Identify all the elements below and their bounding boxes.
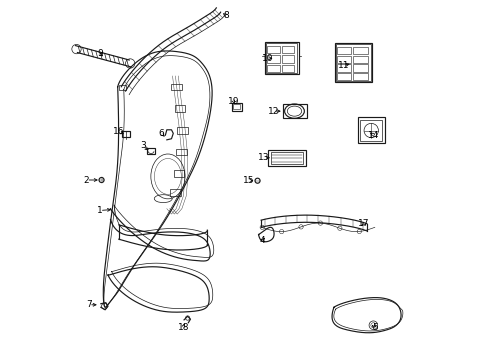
- Bar: [336, 44, 371, 81]
- Bar: [353, 56, 368, 63]
- Text: 8: 8: [223, 11, 229, 20]
- Bar: [175, 105, 186, 112]
- Text: 2: 2: [84, 176, 89, 185]
- Bar: [267, 64, 279, 72]
- Bar: [358, 117, 385, 143]
- Bar: [283, 104, 307, 118]
- Text: 5: 5: [372, 323, 378, 332]
- Text: 7: 7: [86, 300, 92, 309]
- Text: 11: 11: [338, 61, 349, 70]
- Text: 4: 4: [259, 237, 265, 246]
- Text: 19: 19: [228, 96, 239, 105]
- Bar: [282, 46, 294, 53]
- Text: 6: 6: [159, 129, 164, 138]
- Bar: [122, 131, 130, 137]
- Text: 3: 3: [140, 141, 146, 150]
- Bar: [282, 55, 294, 63]
- Bar: [147, 148, 155, 154]
- Bar: [232, 103, 242, 111]
- Text: 10: 10: [262, 54, 273, 63]
- Text: 13: 13: [258, 153, 270, 162]
- Bar: [282, 64, 294, 72]
- Bar: [173, 170, 184, 177]
- Text: 1: 1: [97, 206, 102, 215]
- Bar: [269, 149, 306, 166]
- Bar: [353, 73, 368, 80]
- Bar: [170, 189, 181, 196]
- Bar: [177, 127, 188, 134]
- Bar: [271, 152, 303, 164]
- Bar: [361, 120, 382, 141]
- Bar: [337, 56, 351, 63]
- Bar: [265, 42, 299, 74]
- Text: 9: 9: [97, 49, 102, 58]
- Bar: [353, 64, 368, 72]
- Bar: [171, 84, 182, 90]
- Text: 17: 17: [358, 219, 370, 228]
- Text: 15: 15: [243, 176, 254, 185]
- Bar: [233, 104, 240, 109]
- Bar: [337, 64, 351, 72]
- Bar: [337, 47, 351, 54]
- Bar: [119, 85, 126, 90]
- Text: 12: 12: [268, 107, 279, 116]
- Bar: [266, 43, 297, 73]
- Text: 16: 16: [113, 127, 124, 136]
- Bar: [335, 43, 372, 82]
- Text: 18: 18: [177, 323, 189, 332]
- Bar: [337, 73, 351, 80]
- Bar: [267, 55, 279, 63]
- Bar: [176, 149, 187, 155]
- Bar: [353, 47, 368, 54]
- Bar: [267, 46, 279, 53]
- Text: 14: 14: [368, 131, 380, 140]
